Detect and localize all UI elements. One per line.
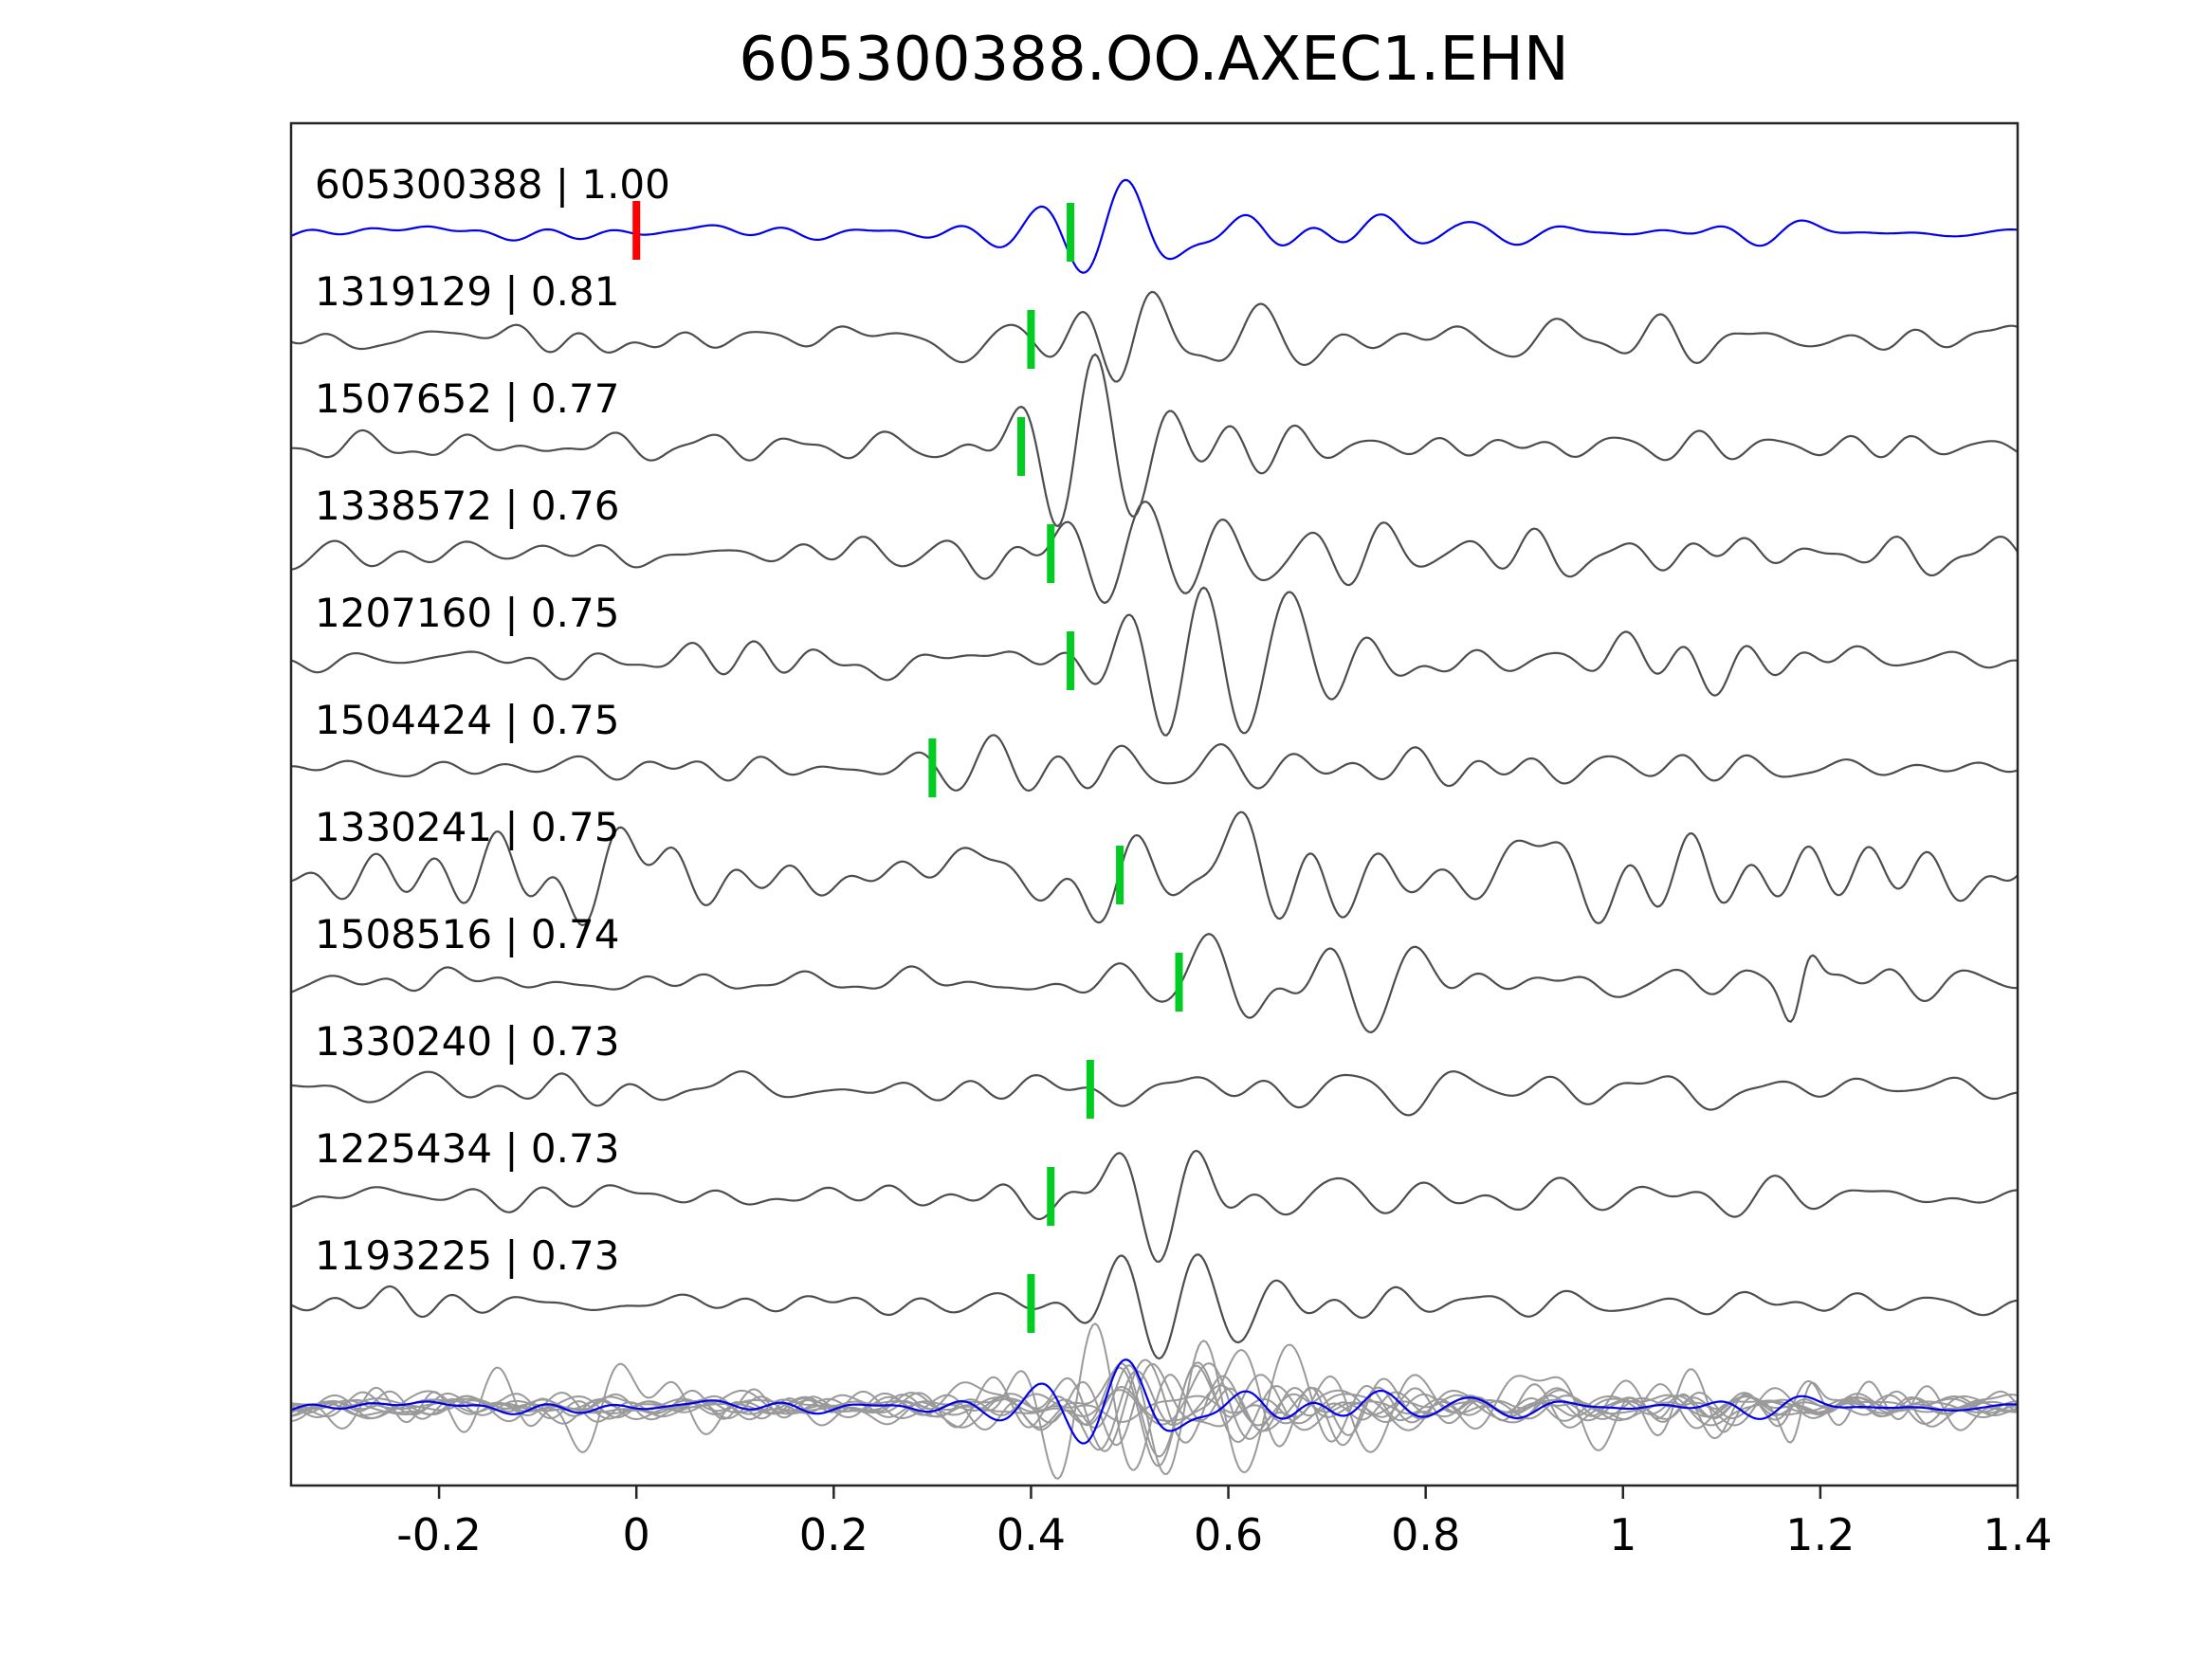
overlay-trace-1330241 <box>291 1348 2018 1453</box>
overlay-traces-group <box>291 1322 2018 1480</box>
trace-label-1193225: 1193225 | 0.73 <box>315 1232 619 1279</box>
overlay-trace-1225434 <box>291 1364 2018 1468</box>
x-tick-label: 0.8 <box>1391 1509 1460 1560</box>
x-tick-label: 0.2 <box>799 1509 868 1560</box>
plot-frame <box>289 121 2020 1487</box>
pick-marker-1319129 <box>1027 310 1035 369</box>
trace-labels-group: 605300388 | 1.00 1319129 | 0.81 1507652 | … <box>315 161 670 1279</box>
trace-waveform-1507652 <box>291 353 2018 528</box>
pick-marker-1193225 <box>1027 1274 1035 1333</box>
trace-waveform-1319129 <box>291 290 2018 383</box>
x-tick-label: 0 <box>623 1509 650 1560</box>
trace-label-1330240: 1330240 | 0.73 <box>315 1018 619 1065</box>
overlay-trace-1508516 <box>291 1362 2018 1453</box>
trace-label-1338572: 1338572 | 0.76 <box>315 483 619 529</box>
pick-marker-1330241 <box>1116 846 1124 904</box>
x-tick-label: 0.4 <box>996 1509 1066 1560</box>
trace-waveform-1193225 <box>291 1253 2018 1360</box>
pick-marker-1330240 <box>1086 1060 1094 1119</box>
trace-label-1207160: 1207160 | 0.75 <box>315 590 619 636</box>
x-tick-label: 1 <box>1609 1509 1636 1560</box>
overlay-trace-reference <box>291 1358 2018 1445</box>
figure-title: 605300388.OO.AXEC1.EHN <box>739 25 1569 95</box>
trace-label-1225434: 1225434 | 0.73 <box>315 1125 619 1172</box>
trace-waveform-605300388 <box>291 178 2018 274</box>
x-tick-label: -0.2 <box>396 1509 482 1560</box>
trace-waveform-1330240 <box>291 1069 2018 1117</box>
overlay-trace-1330240 <box>291 1389 2018 1431</box>
trace-waveform-1504424 <box>291 734 2018 793</box>
trace-label-1504424: 1504424 | 0.75 <box>315 697 619 743</box>
pick-marker-1207160 <box>1067 631 1075 690</box>
pick-marker-1508516 <box>1175 953 1183 1012</box>
trace-waveform-1225434 <box>291 1149 2018 1264</box>
x-axis-group: -0.2 0 0.2 0.4 0.6 0.8 1 1.2 1.4 <box>396 1486 2053 1560</box>
trace-label-1507652: 1507652 | 0.77 <box>315 375 619 422</box>
trace-label-1319129: 1319129 | 0.81 <box>315 268 619 315</box>
pick-marker-1338572 <box>1047 524 1055 583</box>
trace-waveform-1338572 <box>291 501 2018 605</box>
pick-marker-1504424 <box>928 738 937 797</box>
trace-waveform-1508516 <box>291 933 2018 1034</box>
x-tick-label: 0.6 <box>1194 1509 1263 1560</box>
trace-waveform-1330241 <box>291 811 2018 927</box>
reference-time-marker <box>632 201 641 260</box>
pick-markers-group <box>632 201 1183 1333</box>
pick-marker-1507652 <box>1017 417 1026 476</box>
pick-marker-1225434 <box>1047 1167 1055 1226</box>
trace-label-1330241: 1330241 | 0.75 <box>315 804 619 850</box>
x-tick-label: 1.4 <box>1983 1509 2052 1560</box>
individual-traces-group <box>291 178 2018 1360</box>
trace-label-1508516: 1508516 | 0.74 <box>315 911 619 957</box>
pick-marker-605300388 <box>1067 203 1075 262</box>
trace-waveform-1207160 <box>291 586 2018 737</box>
trace-label-605300388: 605300388 | 1.00 <box>315 161 670 208</box>
x-tick-label: 1.2 <box>1785 1509 1855 1560</box>
